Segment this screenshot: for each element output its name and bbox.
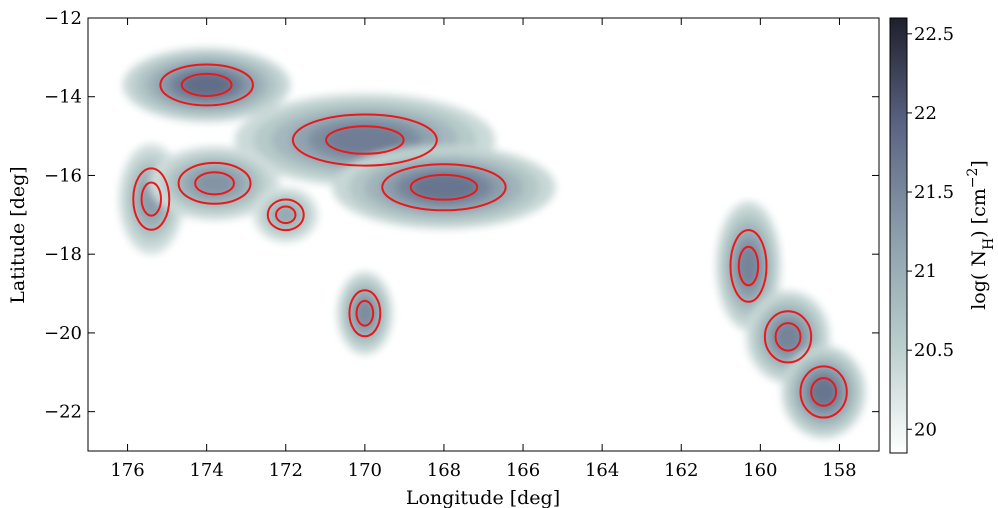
contour-north-cloud [180,72,233,97]
x-tick-label: 174 [189,460,223,481]
cloud-level [739,247,758,285]
cloud-level [811,378,836,406]
y-tick-label: −20 [44,323,82,344]
contour-east-chain-south [799,365,848,419]
cloud-level [775,323,801,351]
x-tick-label: 166 [506,460,540,481]
cloud-level [182,74,231,96]
x-tick-label: 158 [822,460,856,481]
x-tick-label: 168 [427,460,461,481]
contour-south-clump [355,299,375,327]
colorbar-tick-label: 22 [914,103,937,124]
contour-east-chain-south [810,377,838,407]
cloud-level [411,175,477,200]
contour-small-clump [266,198,305,232]
cloud-level [276,206,296,223]
y-tick-label: −16 [44,165,82,186]
x-tick-label: 164 [585,460,619,481]
cloud-level [327,126,403,154]
contour-central-filament-east [409,173,479,201]
colorbar-tick-label: 20.5 [914,340,954,361]
cloud-small-clump [253,187,319,243]
contour-central-filament-west [291,113,438,167]
y-tick-label: −18 [44,244,82,265]
colorbar-tick-label: 20 [914,419,937,440]
y-tick-label: −12 [44,8,82,29]
plot-area: 176 174 172 170 168 166 164 162 160 158 −12 −14 −16… [44,8,880,481]
contour-west-clump-1 [140,181,162,217]
contour-central-filament-west [325,125,405,155]
contour-east-chain-mid [774,322,802,352]
contour-lines [132,63,848,419]
colorbar-tick-label: 22.5 [914,24,954,45]
cloud-south-clump [336,271,393,355]
contour-west-clump-1 [132,167,171,231]
contour-east-chain-north [737,245,760,287]
contour-west-clump-2 [177,161,252,205]
cloud-east-chain-mid [746,290,830,384]
x-tick-label: 176 [110,460,144,481]
y-axis-ticks: −12 −14 −16 −18 −20 −22 [44,8,879,423]
cloud-level [195,172,234,195]
contour-east-chain-north [729,229,768,303]
x-tick-label: 172 [269,460,303,481]
plot-frame [87,17,880,452]
colorbar: 20 20.5 21 21.5 22 22.5 log( NH) [cm−2] [889,17,997,454]
cloud-central-filament-east [332,145,556,229]
contour-central-filament-east [381,163,507,212]
contour-west-clump-2 [194,171,235,196]
cloud-east-chain-north [715,201,782,331]
column-density-map [118,47,866,439]
x-axis-title: Longitude [deg] [406,487,560,508]
x-tick-label: 162 [664,460,698,481]
colorbar-tick-label: 21.5 [914,182,954,203]
x-tick-label: 160 [743,460,777,481]
colorbar-tick-label: 21 [914,261,937,282]
colorbar-label: log( NH) [cm−2] [965,160,997,310]
y-tick-label: −14 [44,87,82,108]
x-tick-label: 170 [348,460,382,481]
cloud-east-chain-south [781,345,866,439]
colorbar-gradient [889,17,908,454]
contour-small-clump [275,205,297,225]
y-axis-title: Latitude [deg] [7,166,29,303]
contour-east-chain-mid [763,310,813,364]
contour-north-cloud [159,63,254,107]
contour-south-clump [348,289,382,338]
cloud-level [356,301,373,326]
colorbar-ticks: 20 20.5 21 21.5 22 22.5 [907,24,954,440]
y-tick-label: −22 [44,402,82,423]
x-axis-ticks: 176 174 172 170 168 166 164 162 160 158 [110,18,857,481]
